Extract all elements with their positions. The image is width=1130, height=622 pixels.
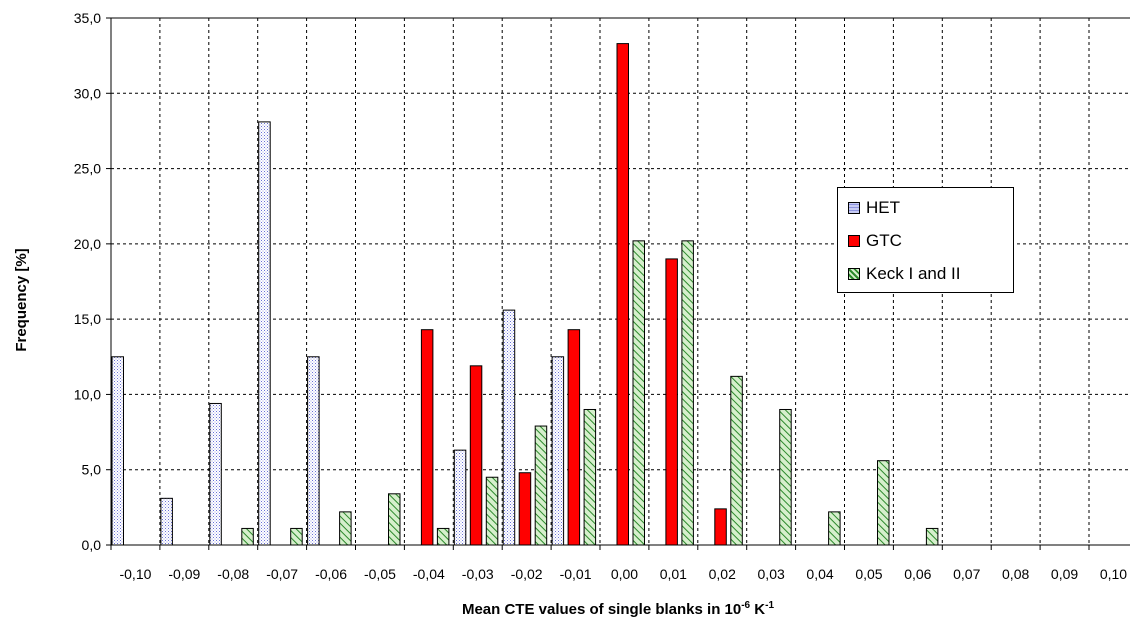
bar-keck-i-and-ii — [485, 476, 499, 546]
bar-keck-i-and-ii — [779, 408, 792, 546]
y-tick-label: 35,0 — [74, 10, 101, 26]
bar-het — [160, 497, 173, 546]
bar-keck-i-and-ii — [583, 408, 597, 546]
bar-keck-i-and-ii — [828, 511, 841, 546]
legend-item-gtc: GTC — [848, 231, 902, 251]
bar-gtc — [714, 508, 727, 546]
bar-keck-i-and-ii — [632, 240, 645, 546]
legend-label-gtc: GTC — [866, 231, 902, 250]
bar-keck-i-and-ii — [925, 527, 939, 546]
bar-het — [307, 356, 320, 546]
x-tick-label: 0,00 — [611, 566, 638, 582]
y-axis-label: Frequency [%] — [13, 248, 30, 351]
x-tick-label: 0,01 — [660, 566, 687, 582]
legend: HET GTC Keck I and II — [837, 187, 1014, 293]
legend-swatch-keck — [848, 268, 860, 280]
bar-gtc — [518, 472, 532, 546]
x-tick-label: 0,05 — [855, 566, 882, 582]
bar-keck-i-and-ii — [290, 527, 303, 546]
bar-het — [502, 309, 516, 546]
y-tick-label: 10,0 — [74, 386, 101, 402]
bar-keck-i-and-ii — [241, 527, 254, 546]
bar-het — [551, 356, 565, 546]
bar-keck-i-and-ii — [730, 375, 743, 546]
legend-swatch-gtc — [848, 235, 860, 247]
bar-keck-i-and-ii — [436, 527, 450, 546]
legend-label-keck: Keck I and II — [866, 264, 961, 283]
y-tick-label: 15,0 — [74, 311, 101, 327]
x-tick-label: 0,04 — [806, 566, 833, 582]
bar-gtc — [616, 43, 629, 546]
x-tick-label: -0,02 — [511, 566, 543, 582]
legend-label-het: HET — [866, 198, 900, 217]
x-tick-label: -0,08 — [217, 566, 249, 582]
y-tick-label: 30,0 — [74, 85, 101, 101]
bar-gtc — [665, 258, 678, 546]
bar-het — [453, 449, 467, 546]
x-tick-label: 0,09 — [1051, 566, 1078, 582]
bar-het — [111, 356, 124, 546]
bar-gtc — [420, 329, 434, 546]
x-axis-label: Mean CTE values of single blanks in 10-6… — [462, 600, 775, 618]
x-tick-label: -0,01 — [560, 566, 592, 582]
bar-het — [209, 402, 222, 546]
x-tick-label: 0,03 — [758, 566, 785, 582]
bar-keck-i-and-ii — [388, 493, 401, 546]
bar-keck-i-and-ii — [877, 460, 890, 546]
x-tick-label: -0,03 — [462, 566, 494, 582]
x-tick-label: 0,07 — [953, 566, 980, 582]
x-tick-label: 0,02 — [709, 566, 736, 582]
x-tick-label: -0,10 — [119, 566, 151, 582]
y-tick-label: 20,0 — [74, 236, 101, 252]
x-tick-label: 0,06 — [904, 566, 931, 582]
legend-swatch-het — [848, 202, 860, 214]
y-tick-label: 5,0 — [82, 462, 102, 478]
legend-item-keck: Keck I and II — [848, 264, 961, 284]
x-tick-label: -0,07 — [266, 566, 298, 582]
y-tick-label: 25,0 — [74, 161, 101, 177]
x-tick-label: 0,08 — [1002, 566, 1029, 582]
x-tick-label: -0,04 — [413, 566, 445, 582]
bar-keck-i-and-ii — [339, 511, 352, 546]
bar-gtc — [469, 365, 483, 546]
legend-item-het: HET — [848, 198, 900, 218]
x-tick-label: -0,06 — [315, 566, 347, 582]
y-tick-label: 0,0 — [82, 537, 102, 553]
x-tick-label: 0,10 — [1100, 566, 1127, 582]
bar-het — [258, 121, 271, 546]
bar-keck-i-and-ii — [681, 240, 694, 546]
bar-gtc — [567, 329, 581, 546]
x-tick-label: -0,05 — [364, 566, 396, 582]
x-tick-label: -0,09 — [168, 566, 200, 582]
bar-keck-i-and-ii — [534, 425, 548, 546]
